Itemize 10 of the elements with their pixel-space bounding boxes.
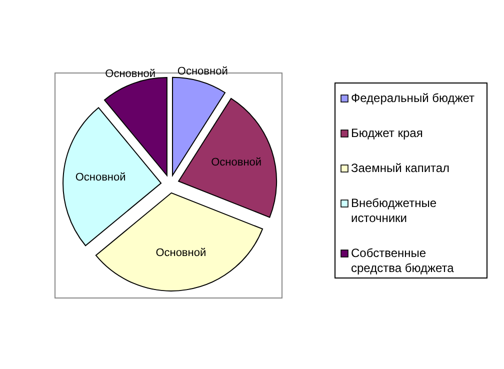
- legend-label: Заемный капитал: [351, 161, 450, 176]
- data-label: Основной: [177, 66, 228, 78]
- data-label: Основной: [211, 156, 262, 168]
- data-label: Основной: [105, 68, 156, 80]
- legend-label: Федеральный бюджет: [351, 91, 476, 106]
- data-label: Основной: [75, 171, 126, 184]
- legend-label: Собственные средства бюджета: [351, 246, 454, 276]
- legend-label: Внебюджетные источники: [351, 196, 437, 226]
- legend-label: Бюджет края: [351, 126, 423, 140]
- data-label: Основной: [156, 246, 206, 259]
